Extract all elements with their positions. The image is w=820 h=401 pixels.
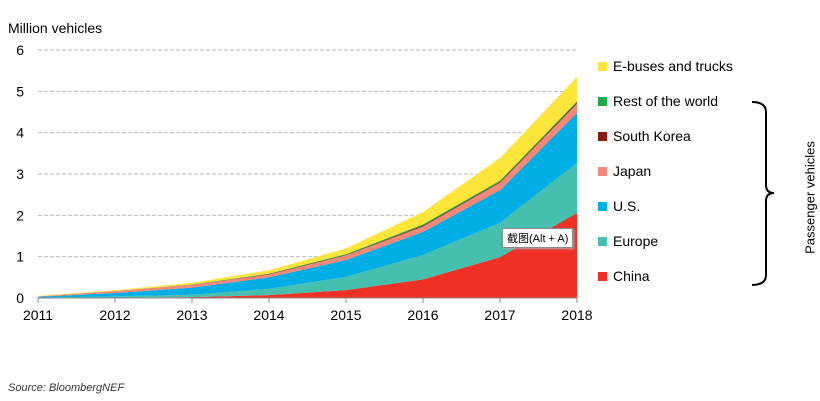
legend-swatch — [598, 271, 607, 281]
y-tick-label: 6 — [16, 42, 24, 58]
y-axis-label: Million vehicles — [8, 20, 103, 36]
screenshot-tooltip: 截图(Alt + A) — [502, 228, 574, 248]
legend-item: Japan — [598, 163, 651, 179]
y-tick-label: 3 — [16, 166, 24, 182]
x-tick-label: 2011 — [23, 307, 53, 323]
legend-label: E-buses and trucks — [613, 58, 733, 74]
legend-item: China — [598, 268, 650, 284]
legend-item: E-buses and trucks — [598, 58, 733, 74]
legend-item: U.S. — [598, 198, 640, 214]
legend-label: South Korea — [613, 128, 691, 144]
legend-label: Rest of the world — [613, 93, 719, 109]
area-china — [38, 212, 577, 298]
area-south-korea — [38, 102, 577, 297]
passenger-vehicles-label: Passenger vehicles — [802, 141, 818, 254]
legend-label: Japan — [613, 163, 652, 179]
source-note: Source: BloombergNEF — [8, 382, 125, 394]
x-tick-label: 2013 — [176, 307, 207, 323]
legend-swatch — [598, 201, 607, 211]
legend-swatch — [598, 96, 607, 106]
legend-swatch — [598, 236, 607, 246]
y-tick-label: 4 — [16, 125, 24, 141]
area-japan — [38, 103, 577, 297]
legend-item: South Korea — [598, 128, 691, 144]
area-rest-of-the-world — [38, 101, 577, 297]
area-e-buses-and-trucks — [38, 76, 577, 297]
y-tick-label: 5 — [16, 83, 24, 99]
legend-swatch — [598, 61, 607, 71]
x-tick-label: 2017 — [484, 307, 515, 323]
legend-swatch — [598, 166, 607, 176]
legend-label: Europe — [613, 233, 659, 249]
x-tick-label: 2012 — [99, 307, 130, 323]
y-tick-label: 2 — [16, 207, 24, 223]
area-europe — [38, 162, 577, 298]
legend-item: Europe — [598, 233, 658, 249]
y-tick-label: 1 — [16, 249, 24, 265]
legend-label: China — [613, 268, 650, 284]
y-tick-label: 0 — [16, 290, 24, 306]
x-tick-label: 2015 — [330, 307, 361, 323]
x-tick-label: 2016 — [407, 307, 438, 323]
x-tick-label: 2014 — [253, 307, 284, 323]
passenger-bracket — [751, 101, 775, 286]
x-tick-label: 2018 — [561, 307, 592, 323]
legend-label: U.S. — [613, 198, 641, 214]
legend-swatch — [598, 131, 607, 141]
legend-item: Rest of the world — [598, 93, 718, 109]
